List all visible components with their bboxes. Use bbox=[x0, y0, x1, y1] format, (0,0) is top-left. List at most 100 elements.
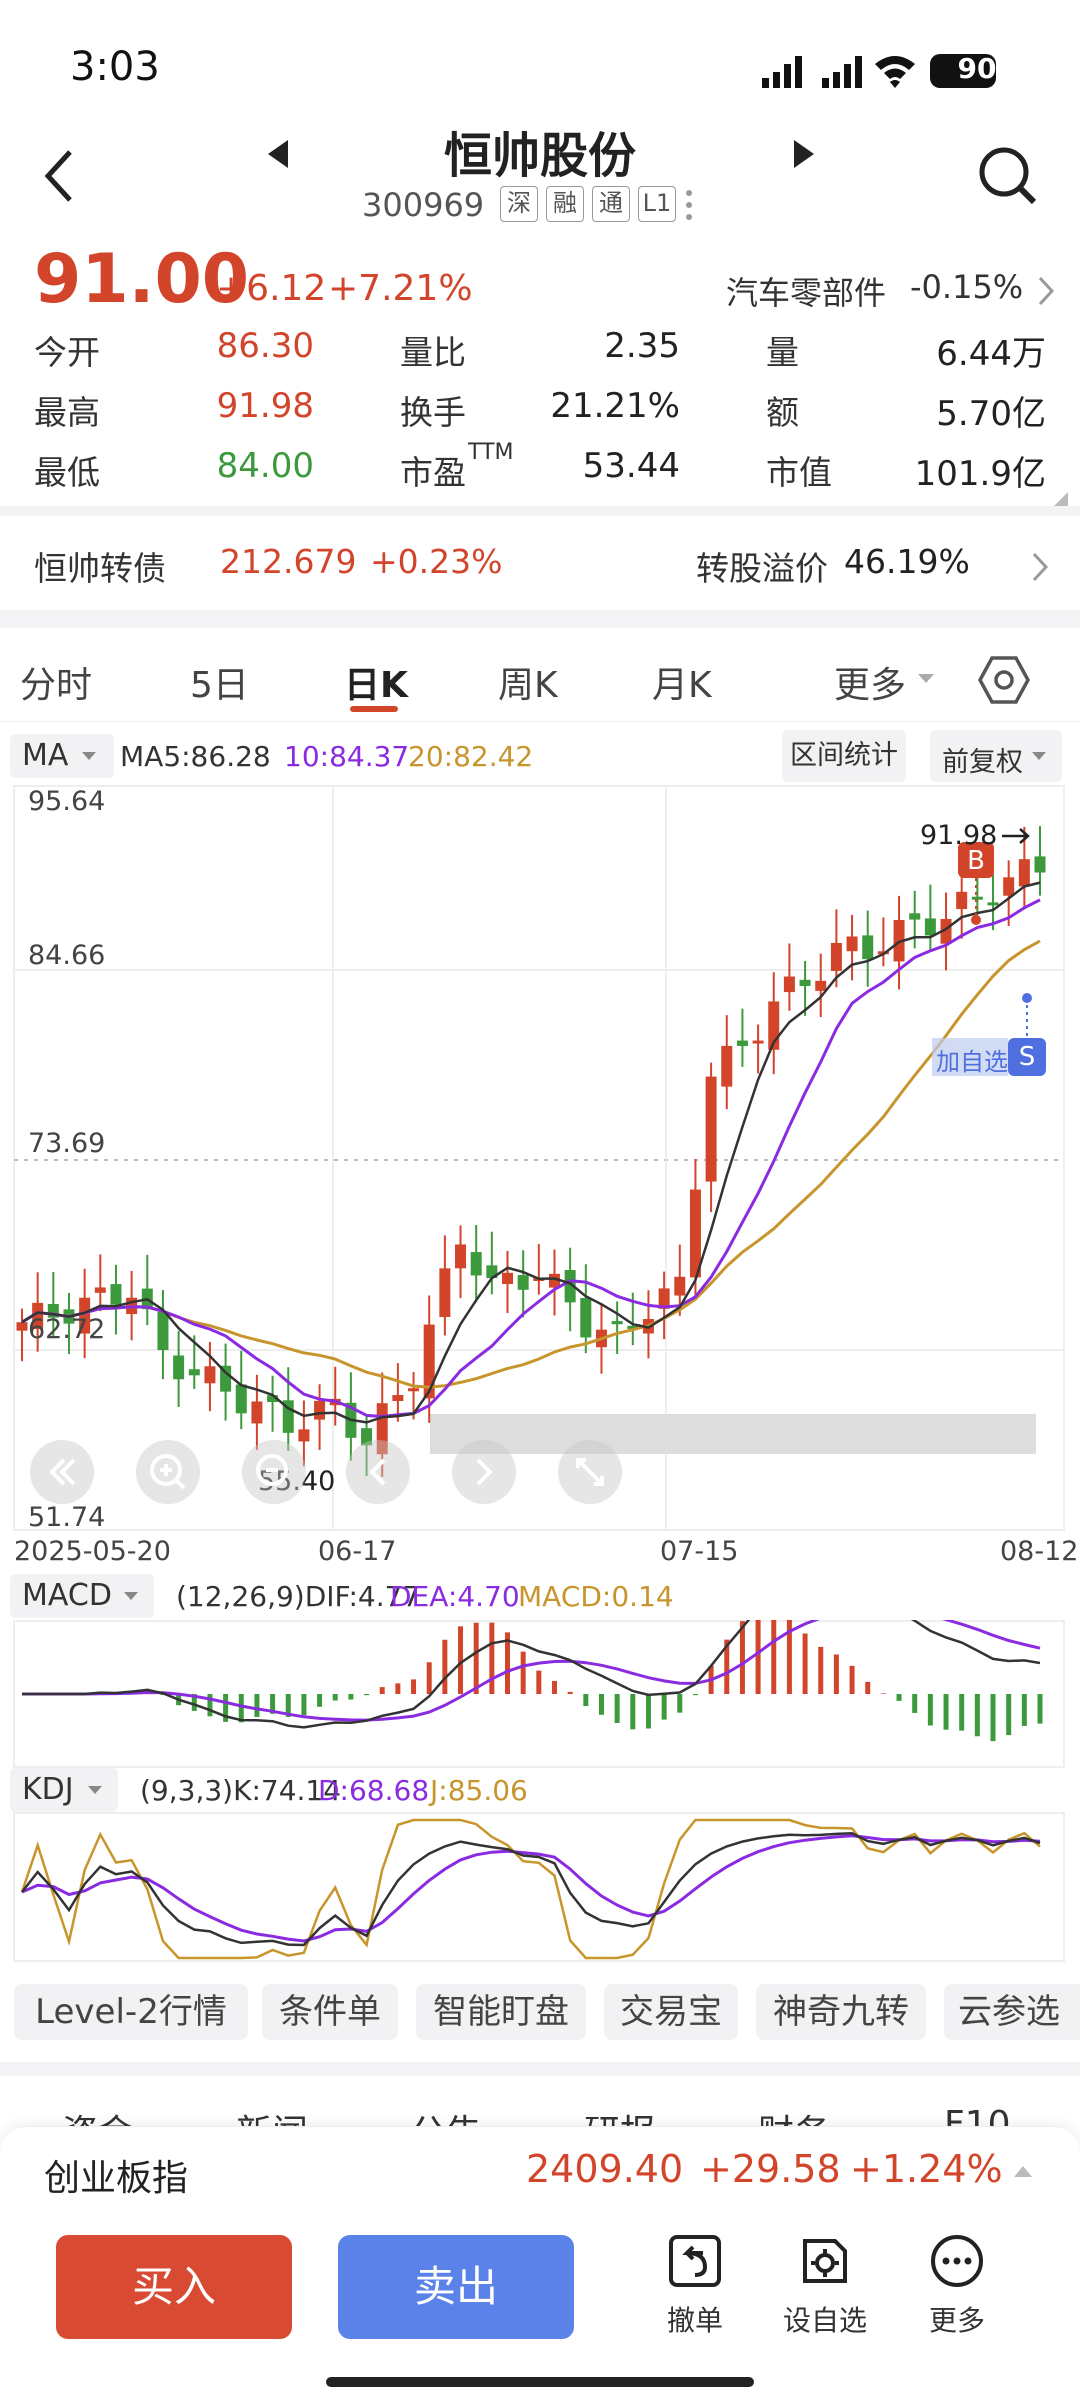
back-icon[interactable] bbox=[40, 146, 80, 206]
price-change: +6.12 bbox=[216, 268, 327, 309]
add-watch-label: 加自选 bbox=[936, 1048, 1008, 1076]
tab-monthly-k[interactable]: 月K bbox=[652, 665, 712, 706]
period-tabs: 分时 5日 日K 周K 月K 更多 bbox=[0, 636, 1080, 722]
candle-body bbox=[376, 1403, 388, 1455]
tab-daily-k[interactable]: 日K bbox=[344, 665, 408, 706]
candle-body bbox=[1034, 856, 1046, 873]
cancel-order-tool[interactable]: 撤单 bbox=[640, 2231, 750, 2339]
trade-treasure-chip[interactable]: 交易宝 bbox=[604, 1984, 738, 2040]
high-value: 91.98 bbox=[216, 386, 314, 426]
candle-body bbox=[32, 1302, 44, 1329]
adjust-label: 前复权 bbox=[942, 747, 1023, 778]
tab-more[interactable]: 更多 bbox=[834, 665, 907, 706]
ma5-value: MA5:86.28 bbox=[120, 740, 271, 773]
add-watchlist-tool[interactable]: 设自选 bbox=[770, 2231, 880, 2339]
fullscreen-button[interactable] bbox=[558, 1440, 622, 1504]
candle-body bbox=[361, 1428, 373, 1446]
candle-body bbox=[220, 1365, 232, 1392]
macd-dif: (12,26,9)DIF:4.77 bbox=[176, 1580, 421, 1613]
mcap-label: 市值 bbox=[766, 453, 832, 492]
convertible-bond-row[interactable]: 恒帅转债 212.679 +0.23% 转股溢价 46.19% bbox=[0, 520, 1080, 610]
separator bbox=[0, 610, 1080, 628]
zoom-in-button[interactable] bbox=[136, 1440, 200, 1504]
badge-l1: L1 bbox=[638, 186, 676, 222]
cancel-order-icon bbox=[669, 2235, 721, 2287]
d-line bbox=[21, 1834, 1041, 1943]
candlestick-chart[interactable] bbox=[0, 784, 1080, 1534]
chevron-right-icon[interactable] bbox=[1036, 274, 1056, 308]
badge-rong: 融 bbox=[546, 186, 584, 222]
candle-body bbox=[517, 1275, 529, 1290]
candle-body bbox=[548, 1273, 560, 1288]
candle-body bbox=[94, 1287, 106, 1293]
search-icon[interactable] bbox=[976, 144, 1040, 208]
bond-name: 恒帅转债 bbox=[34, 549, 166, 588]
smart-watch-chip[interactable]: 智能盯盘 bbox=[416, 1984, 586, 2040]
candle-body bbox=[188, 1369, 200, 1376]
high-label: 最高 bbox=[34, 393, 100, 432]
index-name[interactable]: 创业板指 bbox=[44, 2158, 189, 2199]
more-vert-icon[interactable] bbox=[684, 188, 694, 222]
amount-value: 5.70亿 bbox=[936, 394, 1046, 434]
sell-button[interactable]: 卖出 bbox=[338, 2235, 574, 2339]
next-stock-icon[interactable] bbox=[790, 136, 820, 172]
settings-hex-icon[interactable] bbox=[976, 652, 1032, 708]
sector-name[interactable]: 汽车零部件 bbox=[726, 274, 887, 312]
macd-chart[interactable] bbox=[0, 1620, 1080, 1768]
volume-gap-band bbox=[430, 1414, 1036, 1454]
expand-corner-icon[interactable] bbox=[1048, 490, 1070, 512]
candle-body bbox=[486, 1265, 498, 1279]
pe-label: 市盈 bbox=[400, 453, 466, 492]
y-axis-label: 73.69 bbox=[28, 1128, 106, 1159]
tab-intraday[interactable]: 分时 bbox=[20, 665, 93, 706]
scroll-right-button[interactable] bbox=[452, 1440, 516, 1504]
prev-stock-icon[interactable] bbox=[262, 136, 292, 172]
scroll-start-button[interactable] bbox=[30, 1440, 94, 1504]
tab-5day[interactable]: 5日 bbox=[190, 665, 249, 706]
open-value: 86.30 bbox=[216, 326, 314, 366]
kdj-chart[interactable] bbox=[0, 1812, 1080, 1962]
zoom-in-icon bbox=[150, 1454, 186, 1490]
candle-body bbox=[157, 1311, 169, 1351]
range-stat-button[interactable]: 区间统计 bbox=[782, 730, 906, 782]
badge-tong: 通 bbox=[592, 186, 630, 222]
bond-price: 212.679 bbox=[220, 542, 357, 581]
candle-body bbox=[627, 1325, 639, 1329]
vol-value: 6.44万 bbox=[936, 334, 1046, 374]
sector-pct[interactable]: -0.15% bbox=[910, 268, 1024, 306]
cloud-chip[interactable]: 云参选 bbox=[944, 1984, 1080, 2040]
caret-up-icon[interactable] bbox=[1012, 2163, 1034, 2179]
scroll-left-button[interactable] bbox=[346, 1440, 410, 1504]
level2-chip[interactable]: Level-2行情 bbox=[14, 1984, 248, 2040]
more-tool[interactable]: 更多 bbox=[902, 2231, 1012, 2339]
ratio-label: 量比 bbox=[400, 333, 466, 372]
macd-selector-label: MACD bbox=[22, 1578, 112, 1613]
buy-tag bbox=[958, 842, 994, 878]
ma-selector[interactable] bbox=[10, 734, 114, 778]
magic-nine-chip[interactable]: 神奇九转 bbox=[756, 1984, 926, 2040]
candle-body bbox=[1003, 877, 1015, 896]
chevron-right-icon[interactable] bbox=[1030, 550, 1050, 584]
tab-weekly-k[interactable]: 周K bbox=[498, 665, 558, 706]
candle-body bbox=[987, 902, 999, 906]
ratio-value: 2.35 bbox=[604, 326, 680, 366]
condition-order-chip[interactable]: 条件单 bbox=[262, 1984, 398, 2040]
kdj-selector[interactable] bbox=[10, 1768, 118, 1812]
cancel-order-label: 撤单 bbox=[666, 2304, 723, 2337]
caret-down-icon bbox=[1032, 752, 1046, 760]
ma10-value: 10:84.37 bbox=[284, 740, 410, 773]
candle-body bbox=[689, 1189, 701, 1278]
candle-body bbox=[314, 1400, 326, 1420]
caret-down-icon bbox=[124, 1592, 138, 1600]
status-icons bbox=[762, 54, 996, 88]
candle-body bbox=[815, 980, 827, 991]
candle-body bbox=[768, 1001, 780, 1050]
ma20-value: 20:82.42 bbox=[408, 740, 534, 773]
zoom-out-button[interactable] bbox=[242, 1440, 306, 1504]
buy-button[interactable]: 买入 bbox=[56, 2235, 292, 2339]
candle-body bbox=[862, 935, 874, 960]
index-pct: +1.24% bbox=[850, 2147, 1003, 2191]
x-axis-label: 06-17 bbox=[318, 1536, 397, 1567]
macd-bars bbox=[97, 1620, 1043, 1742]
caret-down-icon[interactable] bbox=[916, 672, 936, 686]
